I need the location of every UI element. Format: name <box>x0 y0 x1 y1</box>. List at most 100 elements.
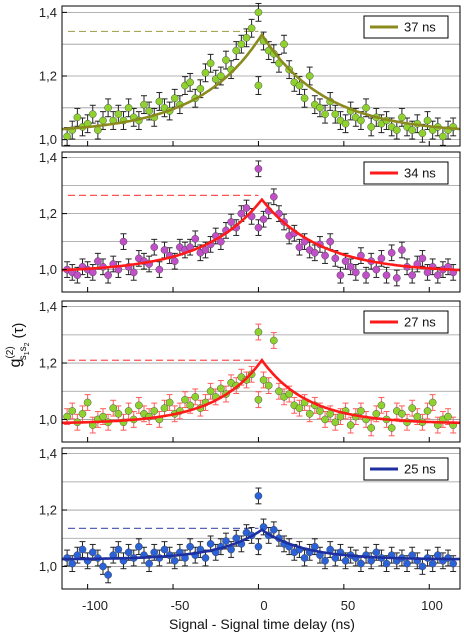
data-point <box>295 81 304 90</box>
data-point <box>270 336 278 345</box>
plot-frame <box>61 300 461 443</box>
data-point <box>254 492 263 500</box>
data-point <box>331 254 340 263</box>
data-point <box>305 72 314 80</box>
data-point <box>387 248 396 257</box>
y-tick-label: 1,2 <box>39 503 57 518</box>
data-point <box>88 548 97 557</box>
data-point <box>181 395 189 404</box>
data-point <box>372 409 381 418</box>
data-point <box>145 559 153 568</box>
data-point <box>63 412 71 421</box>
legend-box <box>363 310 449 334</box>
data-point <box>408 126 416 134</box>
data-point <box>109 404 118 412</box>
data-point <box>285 390 293 398</box>
y-axis-title-main: g <box>7 359 24 368</box>
data-point <box>222 56 230 64</box>
data-point <box>196 84 205 93</box>
data-point <box>99 116 107 125</box>
data-point <box>186 542 194 551</box>
data-point <box>259 215 268 223</box>
data-point <box>254 223 263 232</box>
x-tick-label: 0 <box>260 598 267 613</box>
data-point <box>114 545 123 554</box>
data-point <box>170 94 179 103</box>
data-point <box>321 251 329 260</box>
data-point <box>270 192 278 201</box>
data-point <box>124 104 133 112</box>
data-point <box>150 407 159 415</box>
fit-curve <box>61 32 461 131</box>
y-tick-label: 1,0 <box>39 262 57 277</box>
data-point <box>336 271 345 280</box>
data-point <box>206 387 215 396</box>
x-tick-labels: -100 -50 0 50 100 <box>82 598 443 613</box>
y-tick-label: 1,4 <box>39 446 57 461</box>
legend: 27 ns <box>363 310 449 334</box>
data-point <box>206 59 215 68</box>
x-tick-label: 100 <box>421 598 443 613</box>
chart-panel-3: 1,0 1,2 1,4 27 ns <box>39 299 461 443</box>
data-point <box>155 265 164 274</box>
data-point <box>433 271 442 280</box>
data-point <box>73 271 82 280</box>
legend: 25 ns <box>363 457 449 481</box>
data-point <box>341 557 350 565</box>
data-point <box>300 94 309 103</box>
data-point <box>104 271 112 280</box>
data-point <box>206 540 215 548</box>
data-point <box>346 262 355 271</box>
data-point <box>104 104 112 112</box>
data-point <box>73 113 82 122</box>
legend: 34 ns <box>363 161 449 185</box>
data-point <box>124 548 133 557</box>
data-point <box>237 209 246 218</box>
legend-label: 25 ns <box>404 462 436 477</box>
data-point <box>280 40 288 48</box>
svg-text:g(2)s1s2(τ): g(2) s1s2(τ) <box>5 323 31 368</box>
data-point <box>275 387 283 396</box>
data-point <box>449 559 457 568</box>
data-point <box>254 542 263 551</box>
data-point <box>242 34 251 42</box>
data-point <box>377 401 386 410</box>
data-point <box>418 254 427 263</box>
data-point <box>254 164 263 173</box>
data-point <box>217 72 225 80</box>
data-point <box>316 104 324 112</box>
data-point <box>135 542 143 551</box>
y-axis-title-sub1: 1 <box>24 351 31 355</box>
fit-curve <box>61 197 461 272</box>
data-point <box>352 268 360 277</box>
data-point <box>259 376 268 384</box>
legend-label: 27 ns <box>404 315 436 330</box>
y-tick-label: 1,4 <box>39 299 57 314</box>
data-point <box>124 407 133 415</box>
data-point <box>78 545 87 554</box>
data-point <box>357 407 365 415</box>
data-point <box>295 243 304 251</box>
panels-group: 1,0 1,2 1,4 37 ns 1,0 1,2 1,4 34 ns 1,0 1,2 1,4 27 … <box>39 2 461 590</box>
data-point <box>170 557 179 565</box>
y-axis-title-sub3: 2 <box>24 342 31 346</box>
data-point <box>413 412 422 421</box>
data-point <box>367 123 375 131</box>
data-point <box>423 407 432 415</box>
data-point <box>362 271 370 280</box>
data-point <box>217 384 225 393</box>
data-point <box>191 393 200 401</box>
data-point <box>170 257 179 266</box>
data-point <box>247 24 256 33</box>
data-point <box>428 559 437 568</box>
data-point <box>316 407 324 415</box>
data-point <box>418 129 427 138</box>
data-point <box>135 401 143 410</box>
data-point <box>392 274 401 282</box>
data-point <box>99 412 107 421</box>
data-point <box>88 110 97 118</box>
chart-panel-2: 1,0 1,2 1,4 34 ns <box>39 150 461 293</box>
data-point <box>398 409 406 418</box>
data-point <box>305 409 314 418</box>
y-tick-label: 1,2 <box>39 356 57 371</box>
